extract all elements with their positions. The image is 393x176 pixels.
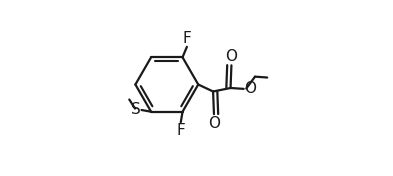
Text: O: O: [208, 116, 220, 131]
Text: F: F: [176, 123, 185, 138]
Text: O: O: [244, 81, 256, 96]
Text: S: S: [131, 102, 141, 118]
Text: F: F: [182, 31, 191, 46]
Text: O: O: [226, 49, 237, 64]
